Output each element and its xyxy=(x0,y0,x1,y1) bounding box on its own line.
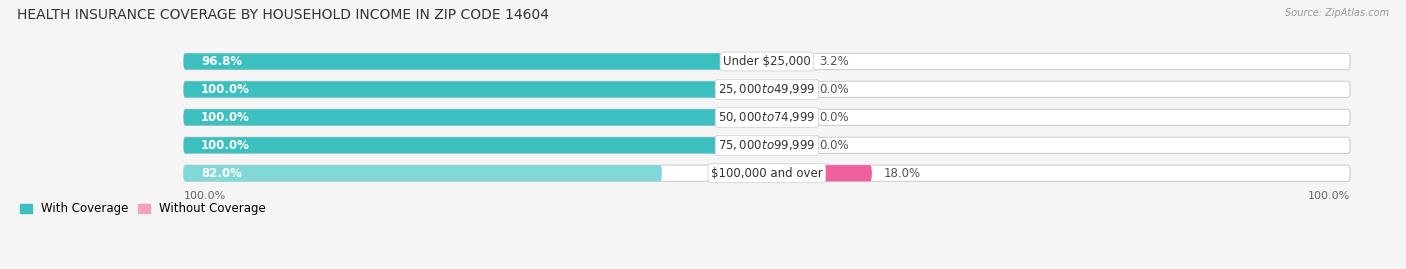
Text: $50,000 to $74,999: $50,000 to $74,999 xyxy=(718,110,815,124)
FancyBboxPatch shape xyxy=(766,137,807,153)
Text: 100.0%: 100.0% xyxy=(201,83,250,96)
FancyBboxPatch shape xyxy=(766,109,1350,125)
FancyBboxPatch shape xyxy=(766,53,786,70)
Text: $75,000 to $99,999: $75,000 to $99,999 xyxy=(718,138,815,152)
Text: 100.0%: 100.0% xyxy=(201,111,250,124)
Text: 100.0%: 100.0% xyxy=(184,190,226,201)
Text: $100,000 and over: $100,000 and over xyxy=(711,167,823,180)
Text: $25,000 to $49,999: $25,000 to $49,999 xyxy=(718,82,815,96)
FancyBboxPatch shape xyxy=(766,53,1350,70)
Text: 0.0%: 0.0% xyxy=(820,111,849,124)
FancyBboxPatch shape xyxy=(184,165,662,181)
Text: 100.0%: 100.0% xyxy=(201,139,250,152)
FancyBboxPatch shape xyxy=(184,137,766,153)
Legend: With Coverage, Without Coverage: With Coverage, Without Coverage xyxy=(15,198,270,220)
FancyBboxPatch shape xyxy=(184,81,766,98)
Text: 82.0%: 82.0% xyxy=(201,167,242,180)
Text: Under $25,000: Under $25,000 xyxy=(723,55,811,68)
FancyBboxPatch shape xyxy=(184,81,766,98)
FancyBboxPatch shape xyxy=(184,165,766,181)
FancyBboxPatch shape xyxy=(766,165,872,181)
FancyBboxPatch shape xyxy=(766,81,807,98)
FancyBboxPatch shape xyxy=(766,137,1350,153)
FancyBboxPatch shape xyxy=(184,109,766,125)
FancyBboxPatch shape xyxy=(184,109,766,125)
FancyBboxPatch shape xyxy=(766,109,807,125)
Text: 0.0%: 0.0% xyxy=(820,83,849,96)
FancyBboxPatch shape xyxy=(184,53,748,70)
Text: 3.2%: 3.2% xyxy=(820,55,849,68)
Text: Source: ZipAtlas.com: Source: ZipAtlas.com xyxy=(1285,8,1389,18)
Text: 100.0%: 100.0% xyxy=(1308,190,1350,201)
FancyBboxPatch shape xyxy=(766,81,1350,98)
Text: 0.0%: 0.0% xyxy=(820,139,849,152)
FancyBboxPatch shape xyxy=(184,137,766,153)
Text: 96.8%: 96.8% xyxy=(201,55,242,68)
FancyBboxPatch shape xyxy=(766,165,1350,181)
Text: 18.0%: 18.0% xyxy=(883,167,921,180)
Text: HEALTH INSURANCE COVERAGE BY HOUSEHOLD INCOME IN ZIP CODE 14604: HEALTH INSURANCE COVERAGE BY HOUSEHOLD I… xyxy=(17,8,548,22)
FancyBboxPatch shape xyxy=(184,53,766,70)
